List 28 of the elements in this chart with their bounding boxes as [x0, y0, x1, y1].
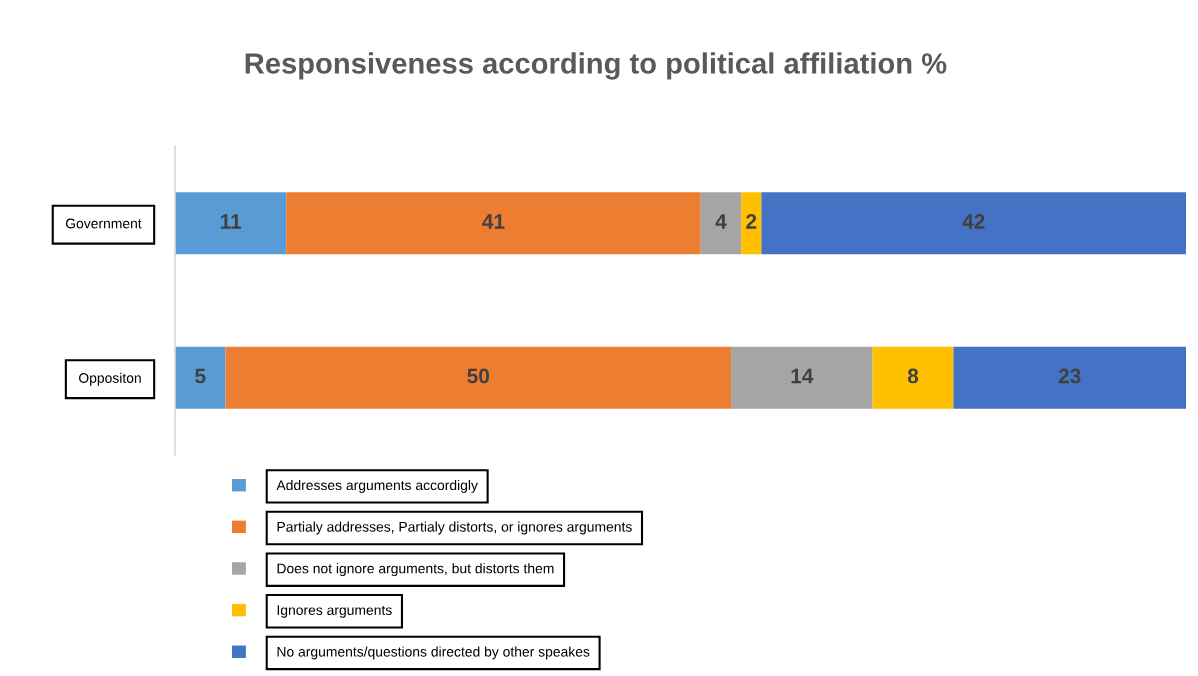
data-label: 4: [715, 214, 727, 229]
data-label: 11: [220, 214, 242, 229]
data-label: 42: [962, 214, 985, 229]
bar: [761, 192, 1186, 255]
bar: [953, 346, 1186, 409]
bar: [175, 346, 226, 409]
data-label: 8: [907, 368, 919, 384]
data-label: 50: [467, 368, 490, 384]
data-label: 14: [791, 368, 814, 384]
data-label: 23: [1058, 368, 1081, 384]
legend-label: No arguments/questions directed by other speakes: [277, 646, 590, 660]
bar: [731, 346, 873, 409]
legend-label: Addresses arguments accordigly: [276, 479, 478, 493]
y-tick-label: Government: [65, 218, 142, 229]
bar: [286, 192, 701, 255]
bar: [872, 346, 954, 409]
data-label: 2: [746, 214, 757, 229]
bar: [175, 192, 287, 255]
legend-label: Does not ignore arguments, but distorts them: [277, 563, 554, 577]
legend-label: Partialy addresses, Partialy distorts, or ignores arguments: [277, 521, 632, 535]
bar: [741, 192, 762, 255]
y-tick-label: Oppositon: [79, 372, 141, 386]
legend-label: Ignores arguments: [277, 605, 392, 618]
data-label: 5: [195, 368, 206, 384]
chart-title: Responsiveness according to political affiliation %: [245, 52, 947, 80]
bar: [700, 192, 742, 255]
data-label: 41: [482, 214, 505, 229]
bar: [225, 346, 732, 409]
